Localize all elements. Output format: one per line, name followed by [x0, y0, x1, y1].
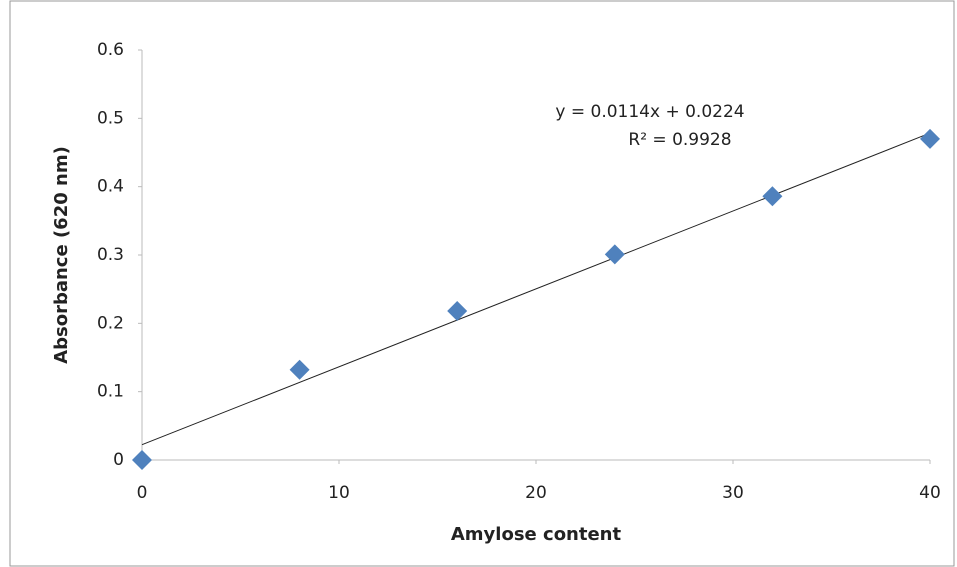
x-tick-label: 10: [328, 483, 350, 503]
x-tick-label: 20: [525, 483, 547, 503]
x-tick-label: 40: [919, 483, 941, 503]
trendline: [141, 132, 931, 446]
y-tick-label: 0.5: [97, 108, 124, 128]
trendline-equation: y = 0.0114x + 0.0224: [555, 102, 744, 122]
x-tick-label: 30: [722, 483, 744, 503]
data-point: [920, 128, 940, 149]
x-tick-label: 0: [137, 483, 148, 503]
y-tick-label: 0.4: [97, 177, 124, 197]
x-axis-title: Amylose content: [451, 524, 622, 545]
y-tick-label: 0.6: [97, 40, 124, 60]
y-tick-label: 0: [113, 450, 124, 470]
y-tick-label: 0.3: [97, 245, 124, 265]
data-point: [447, 301, 468, 322]
data-point: [132, 450, 152, 470]
y-tick-label: 0.1: [97, 382, 124, 402]
data-point: [604, 244, 625, 265]
trendline-r2: R² = 0.9928: [628, 130, 731, 150]
y-axis-title: Absorbance (620 nm): [51, 146, 72, 364]
chart-border: [9, 0, 955, 567]
y-tick-label: 0.2: [97, 313, 124, 333]
data-point: [289, 359, 310, 380]
data-point: [762, 186, 783, 207]
